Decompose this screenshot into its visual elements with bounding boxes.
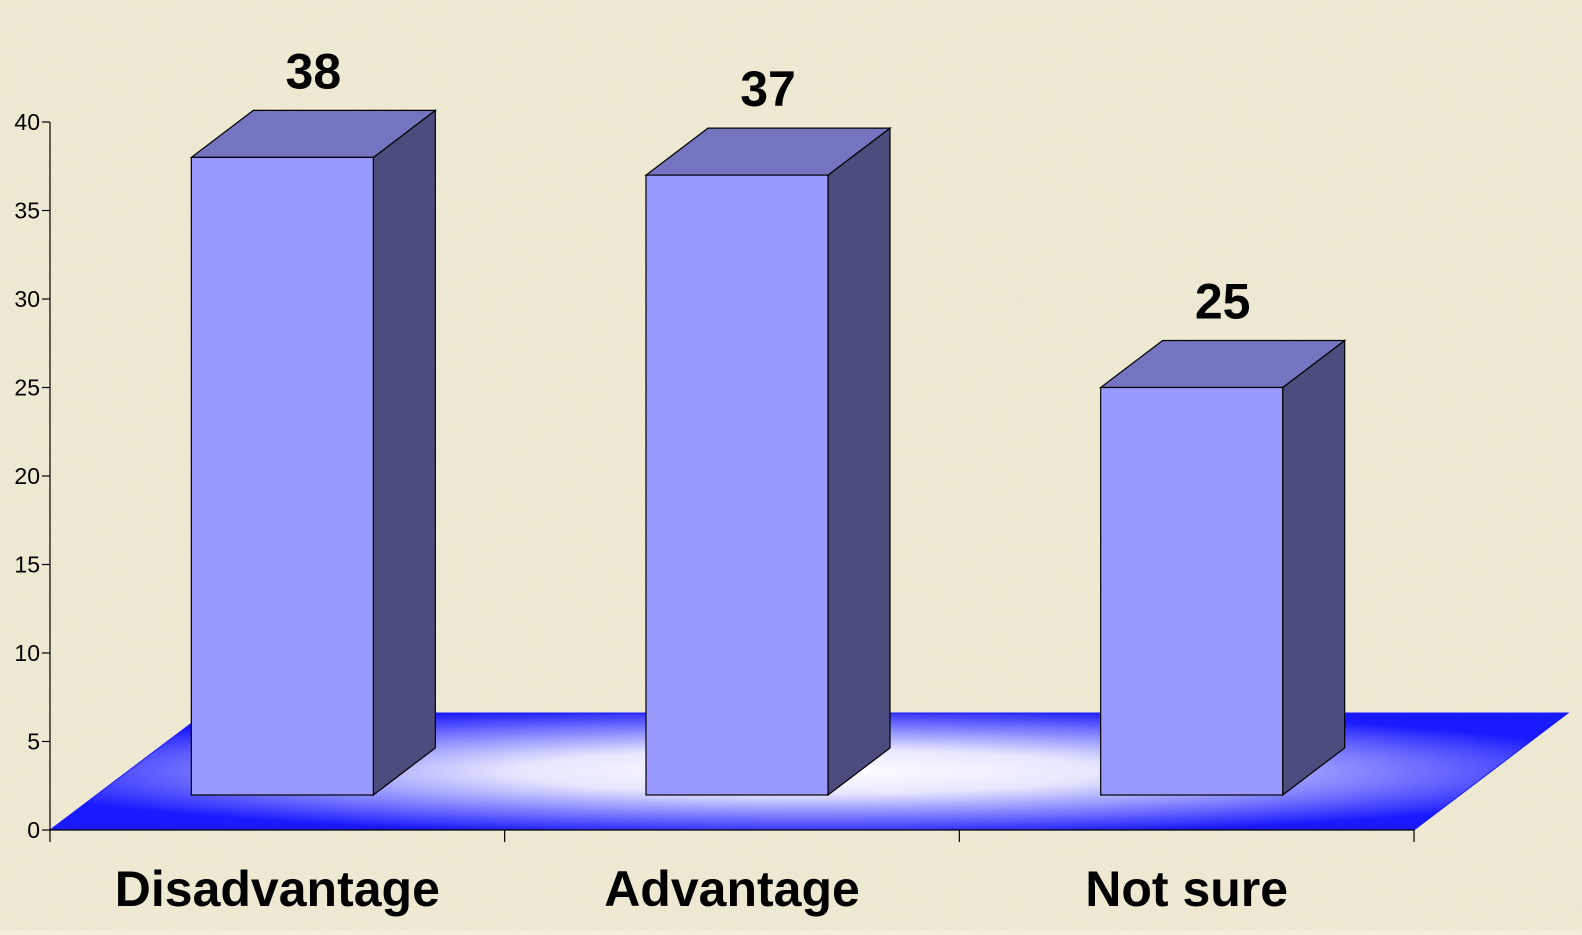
bar-front-face <box>645 174 829 796</box>
bar-not-sure <box>1098 339 1347 797</box>
data-label: 37 <box>740 61 796 117</box>
x-category-label: Disadvantage <box>115 861 440 917</box>
x-category-label: Not sure <box>1085 861 1288 917</box>
y-tick-label: 40 <box>14 109 40 135</box>
bar-side-face <box>827 126 891 797</box>
data-label: 38 <box>286 43 342 99</box>
y-tick-label: 5 <box>27 729 40 755</box>
y-tick-label: 10 <box>14 640 40 666</box>
data-label: 25 <box>1195 274 1251 330</box>
bar-advantage <box>644 126 892 797</box>
x-category-label: Advantage <box>604 861 860 917</box>
y-tick-label: 35 <box>14 198 40 224</box>
bar-front-face <box>190 156 374 796</box>
bar-side-face <box>372 109 436 797</box>
y-tick-label: 20 <box>14 463 40 489</box>
bar-side-face <box>1282 339 1346 797</box>
bar-disadvantage <box>189 109 438 797</box>
y-tick-label: 30 <box>14 286 40 312</box>
bar-front-face <box>1100 386 1284 796</box>
y-tick-label: 15 <box>14 552 40 578</box>
y-tick-label: 0 <box>27 817 40 843</box>
y-tick-label: 25 <box>14 375 40 401</box>
